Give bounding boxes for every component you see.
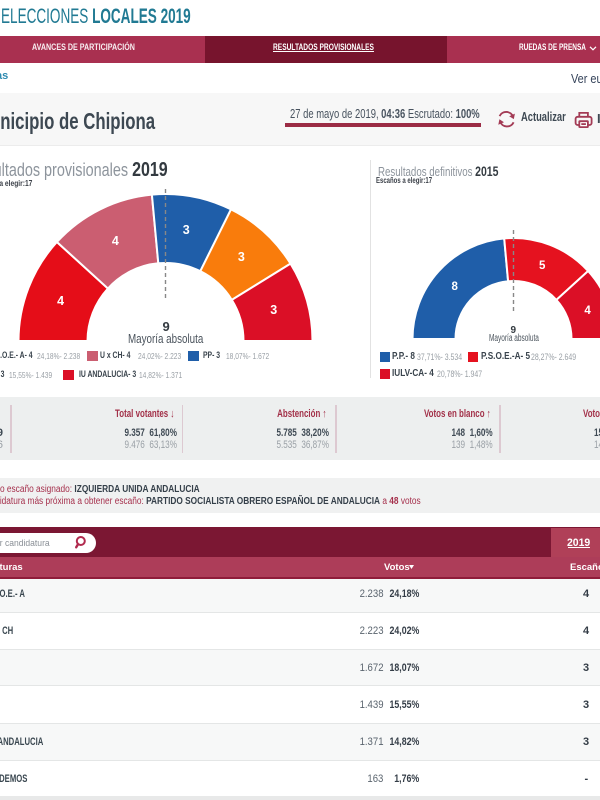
svg-text:3: 3 [238,250,245,264]
svg-text:5: 5 [539,260,546,272]
svg-text:3: 3 [270,303,277,317]
svg-text:4: 4 [57,294,64,308]
svg-text:8: 8 [451,281,458,293]
svg-text:4: 4 [112,234,119,248]
svg-text:3: 3 [183,223,190,237]
svg-text:4: 4 [584,305,591,317]
